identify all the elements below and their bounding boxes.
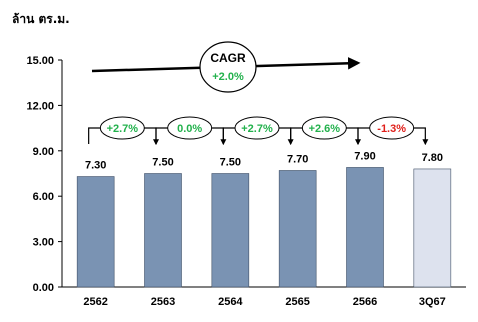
x-tick-label: 2563 [151,296,175,308]
data-label: 7.80 [422,152,443,164]
growth-label: +2.7% [107,123,139,135]
bar-2566 [346,167,384,288]
y-unit-label: ล้าน ตร.ม. [12,12,70,26]
x-tick-label: 2562 [83,296,107,308]
growth-bubble [369,116,415,140]
cagr-bubble [199,41,257,93]
growth-bubble [301,116,347,140]
growth-label: 0.0% [177,123,202,135]
data-label: 7.90 [354,150,375,162]
growth-label: -1.3% [377,123,406,135]
data-label: 7.70 [287,153,308,165]
y-tick-label: 3.00 [33,237,54,249]
x-tick-label: 3Q67 [419,296,446,308]
y-tick-label: 12.00 [26,100,54,112]
y-tick-label: 15.00 [26,55,54,67]
growth-bubble [167,116,213,140]
y-tick-label: 6.00 [33,191,54,203]
bar-2562 [76,176,115,288]
bar-2565 [278,170,317,288]
cagr-title: CAGR [210,51,246,65]
x-tick-label: 2566 [353,296,377,308]
growth-label: +2.7% [241,123,273,135]
growth-label: +2.6% [309,123,341,135]
x-tick-label: 2565 [285,296,309,308]
y-tick-label: 9.00 [33,146,54,158]
cagr-value: +2.0% [212,71,244,83]
bar-2563 [144,173,182,288]
growth-bubble [234,116,280,140]
bar-3Q67 [413,168,452,288]
data-label: 7.50 [220,157,241,169]
data-label: 7.30 [85,160,106,172]
data-label: 7.50 [152,157,173,169]
growth-bubble [99,116,145,140]
bar-2564 [211,173,250,288]
x-tick-label: 2564 [218,296,243,308]
y-tick-label: 0.00 [33,282,54,294]
